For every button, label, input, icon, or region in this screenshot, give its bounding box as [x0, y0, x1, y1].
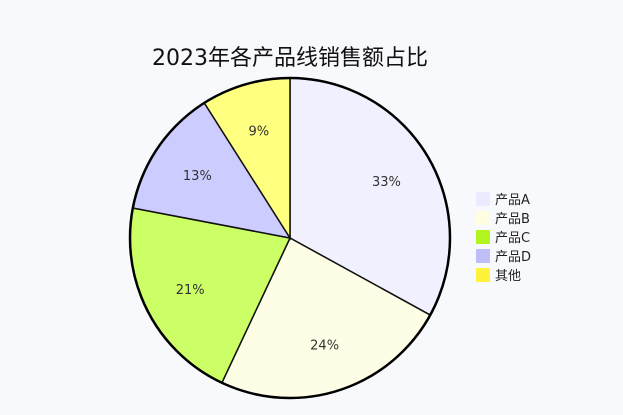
slice-label-2: 24%	[310, 339, 339, 354]
pie-outline	[128, 76, 452, 400]
legend-label: 产品A	[495, 193, 530, 208]
legend-item: 产品D	[476, 246, 531, 265]
legend: 产品A 产品B 产品C 产品D 其他	[476, 189, 531, 284]
legend-swatch	[476, 229, 490, 244]
legend-label: 产品D	[495, 250, 532, 265]
legend-item: 产品A	[476, 189, 531, 208]
slice-label-5: 9%	[248, 124, 269, 139]
legend-item: 产品B	[476, 208, 531, 227]
legend-swatch	[476, 210, 490, 225]
legend-swatch	[476, 191, 490, 206]
legend-swatch	[476, 267, 490, 282]
legend-label: 其他	[495, 269, 522, 284]
slice-label-3: 21%	[176, 283, 205, 298]
slice-label-4: 13%	[183, 169, 212, 184]
chart-title: 2023年各产品线销售额占比	[152, 46, 428, 71]
slice-label-1: 33%	[372, 175, 401, 190]
legend-label: 产品B	[495, 212, 530, 227]
legend-swatch	[476, 248, 490, 263]
legend-item: 其他	[476, 265, 531, 284]
legend-item: 产品C	[476, 227, 531, 246]
legend-label: 产品C	[495, 231, 531, 246]
